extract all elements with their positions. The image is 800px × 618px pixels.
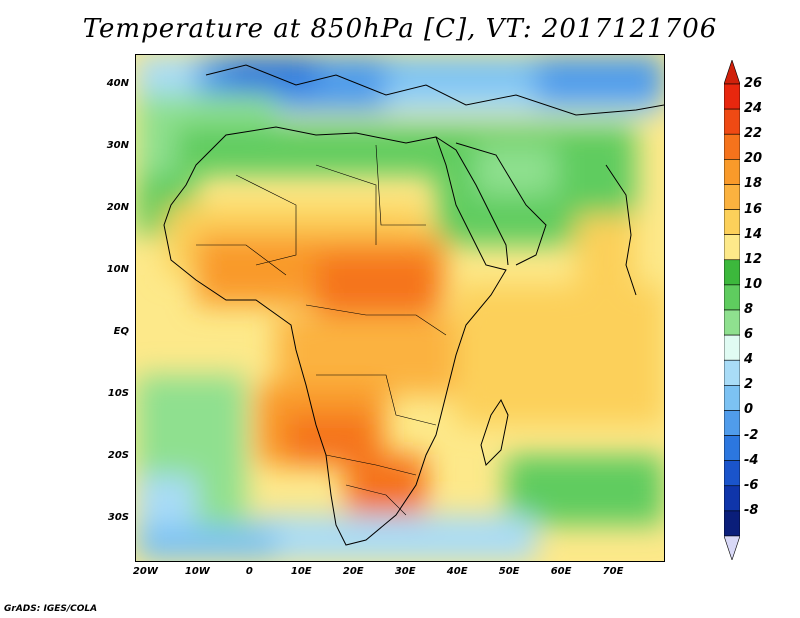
colorbar-level-label: 10 [744,276,763,292]
border-line [235,174,297,266]
colorbar-level-label: 8 [744,302,754,317]
colorbar-top-arrow [724,60,740,85]
colorbar [724,60,740,560]
lon-tick-label: 40E [446,566,468,577]
lat-tick-label: 10S [107,387,129,399]
field-congo [276,315,476,395]
lat-tick-label: 30S [107,511,129,523]
lat-tick-label: 40N [106,77,129,89]
coastlines [163,64,664,546]
lon-tick-label: 30E [394,566,416,577]
lon-tick-label: 10W [184,566,210,577]
colorbar-swatch [724,159,740,185]
field-indian-ocean [456,285,664,425]
lon-tick-label: 60E [550,566,572,577]
field-central-hot [316,255,436,315]
field-asia-cold [536,55,664,105]
colorbar-swatch [724,435,740,461]
credit-text: GrADS: IGES/COLA [4,604,98,614]
colorbar-swatch [724,485,740,512]
colorbar-level-label: -2 [744,427,759,443]
colorbar-swatch [724,284,740,311]
colorbar-swatch [724,410,740,436]
colorbar-level-label: 22 [744,126,763,142]
colorbar-swatch [724,133,740,160]
lat-tick-label: 20N [106,201,129,213]
colorbar-swatch [724,334,740,361]
colorbar-level-label: 18 [744,176,763,192]
border-line [325,454,417,476]
colorbar-level-label: -4 [744,452,759,468]
lon-tick-label: 20W [132,566,158,577]
colorbar-level-label: 2 [744,377,754,393]
colorbar-level-label: 6 [744,327,754,343]
colorbar-level-label: 14 [744,226,763,242]
lat-tick-label: 20S [107,449,129,461]
europe-coastline [205,64,664,116]
border-line [345,484,407,516]
colorbar-level-label: -6 [744,477,759,493]
lat-tick-label: 10N [106,263,129,275]
lat-tick-label: EQ [113,325,129,337]
colorbar-swatch [724,184,740,210]
field-south-indian [506,455,664,525]
border-line [316,374,437,426]
colorbar-level-label: 0 [744,402,754,418]
colorbar-swatch [724,259,740,286]
colorbar-swatch [724,209,740,235]
field-sahara-north [176,125,476,175]
colorbar-swatch [724,108,740,135]
field-southern-cool [136,525,276,561]
field-europe-colder [226,55,316,90]
field-india [576,215,636,295]
lon-tick-label: 10E [290,566,312,577]
colorbar-level-label: 26 [744,76,763,91]
lon-tick-label: 0 [245,566,253,577]
border-line [375,144,426,226]
field-southern-ocean [256,515,536,561]
chart-title: Temperature at 850hPa [C], VT: 201712170… [82,14,718,44]
lon-tick-label: 70E [602,566,624,577]
colorbar-level-label: -8 [744,502,759,518]
border-line [305,304,447,336]
lat-tick-label: 30N [106,139,129,151]
colorbar-level-label: 24 [744,101,763,117]
colorbar-swatch [724,309,740,336]
arabia-coastline [455,142,547,266]
colorbar-swatch [724,359,740,386]
lon-tick-label: 20E [342,566,364,577]
temperature-map [136,55,664,561]
lon-tick-label: 50E [498,566,520,577]
colorbar-swatch [724,234,740,261]
india-coastline [605,164,637,296]
border-line [196,244,287,276]
colorbar-swatch [724,460,740,487]
colorbar-level-label: 4 [744,352,754,368]
map-panel [135,54,665,562]
field-kalahari-hot [346,455,426,515]
colorbar-swatch [724,385,740,411]
colorbar-bottom-arrow [724,535,740,560]
colorbar-level-label: 16 [744,201,763,217]
colorbar-swatch [724,83,740,110]
country-borders [196,144,447,516]
colorbar-level-label: 20 [744,151,763,167]
colorbar-swatch [724,510,740,537]
colorbar-level-label: 12 [744,251,763,267]
red-sea-coast [435,136,509,266]
border-line [315,164,377,245]
madagascar [480,398,509,466]
